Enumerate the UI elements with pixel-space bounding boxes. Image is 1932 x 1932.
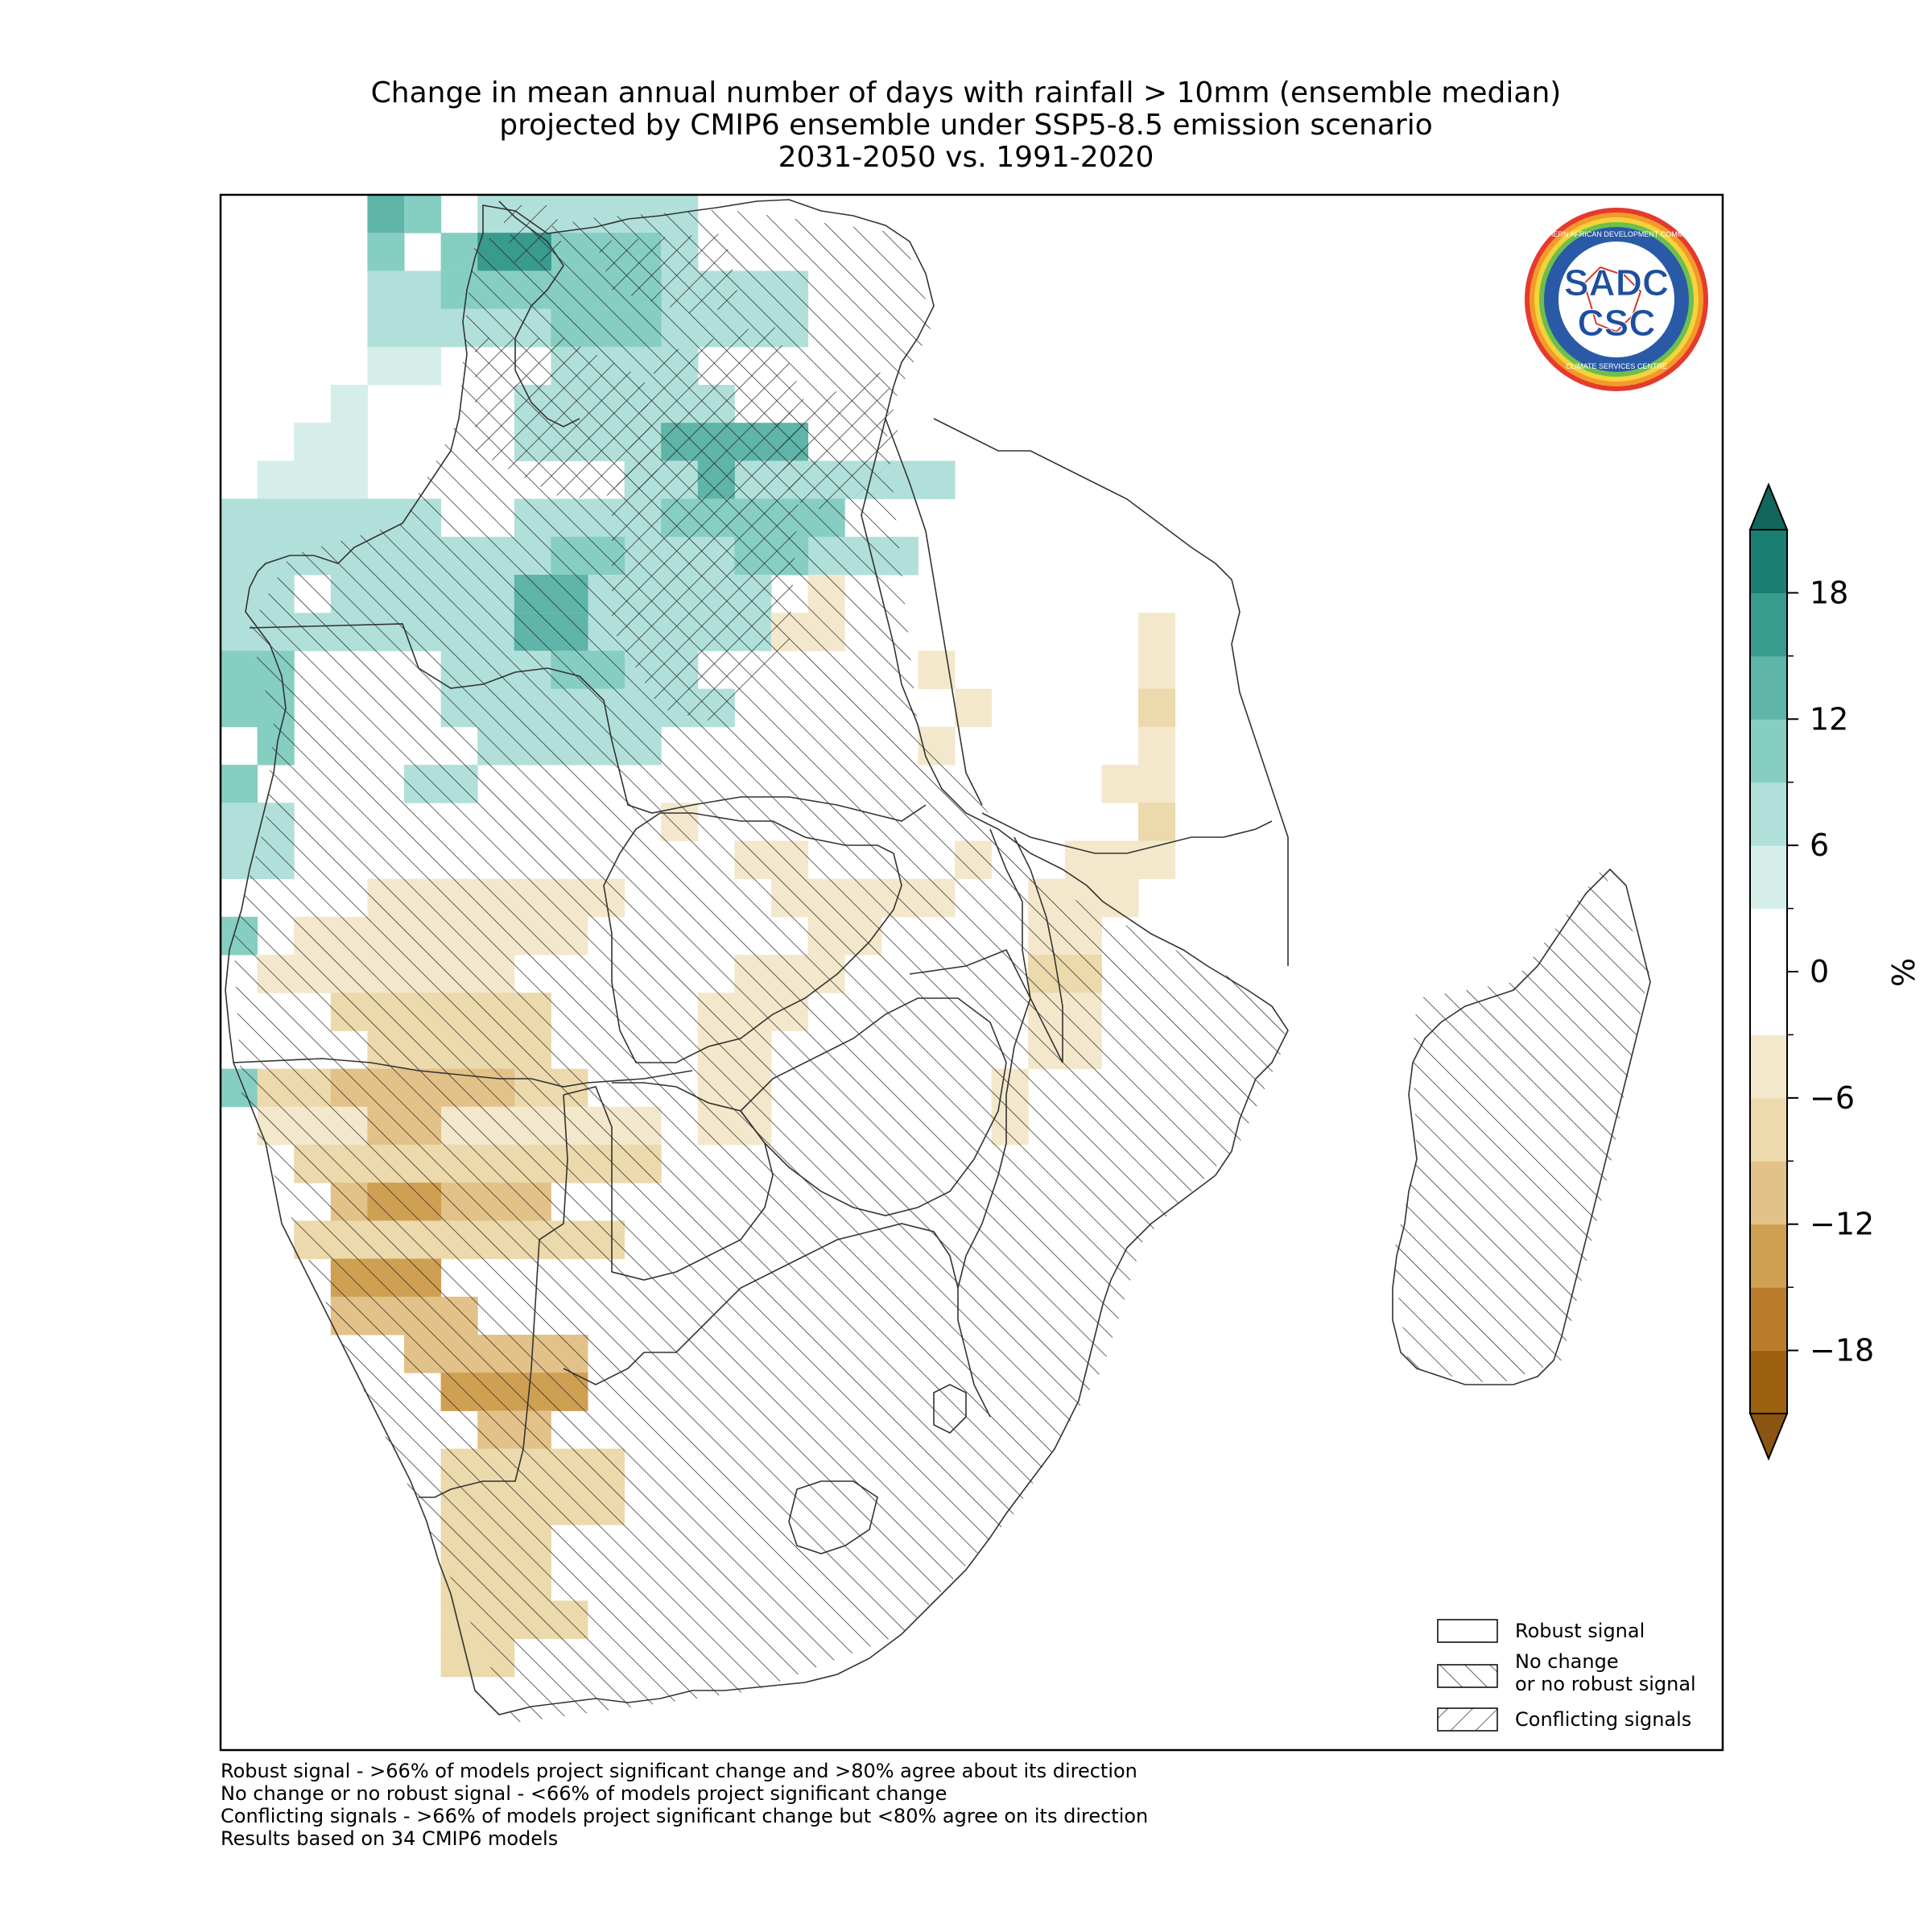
- map-cell: [257, 460, 368, 500]
- map-cell: [1138, 688, 1176, 728]
- logo-mark-top: SADC: [1564, 262, 1669, 303]
- colorbar-segment: [1750, 1034, 1787, 1099]
- border-drc-north: [498, 200, 580, 427]
- logo-ring-text-bottom: CLIMATE SERVICES CENTRE: [1566, 362, 1667, 370]
- colorbar-segment: [1750, 655, 1787, 720]
- map-cell: [1101, 765, 1176, 803]
- country-borders: [225, 199, 1651, 1715]
- map-cell: [294, 423, 368, 461]
- colorbar-tick-label: −18: [1810, 1333, 1874, 1368]
- colorbar-segment: [1750, 845, 1787, 910]
- colorbar-tick-label: 12: [1810, 701, 1848, 737]
- border-namibia-south-africa: [419, 1094, 568, 1498]
- legend-swatch-conflicting: [1437, 1707, 1498, 1732]
- map-cell: [1138, 650, 1176, 690]
- footnote-nochange: No change or no robust signal - <66% of …: [221, 1782, 947, 1805]
- colorbar-segment: [1750, 1224, 1787, 1288]
- map-cell: [404, 195, 442, 233]
- border-zimbabwe: [739, 997, 1007, 1216]
- logo-mark-bottom: CSC: [1577, 302, 1655, 344]
- colorbar-tick-label: 18: [1810, 575, 1848, 610]
- border-tanzania-mozambique: [981, 812, 1273, 854]
- legend-label-robust: Robust signal: [1515, 1620, 1645, 1642]
- border-tanzania-coast: [933, 418, 1289, 966]
- legend-swatch-robust: [1437, 1619, 1498, 1643]
- title-line-1: Change in mean annual number of days wit…: [370, 76, 1562, 109]
- legend-label-nochange-1: No change: [1515, 1650, 1619, 1673]
- colorbar-segment: [1750, 1287, 1787, 1352]
- border-malawi: [989, 828, 1063, 1063]
- colorbar-unit-label: %: [1886, 958, 1922, 987]
- colorbar-segment: [1750, 530, 1787, 593]
- border-botswana: [563, 1082, 774, 1281]
- colorbar-segment: [1750, 1097, 1787, 1162]
- colorbar-tick-label: −12: [1810, 1207, 1874, 1242]
- footnotes: Robust signal - >66% of models project s…: [221, 1760, 1148, 1850]
- colorbar-tick-label: 6: [1810, 828, 1829, 863]
- colorbar: 18 12 6 0 −6 −12 −18: [1748, 482, 1874, 1461]
- colorbar-segment: [1750, 592, 1787, 657]
- hatch-conflicting-signals: [596, 233, 741, 314]
- colorbar-segment: [1750, 1161, 1787, 1225]
- map-cell: [330, 385, 368, 423]
- hatch-conflicting-signals: [612, 322, 805, 724]
- footnote-conflicting: Conflicting signals - >66% of models pro…: [221, 1805, 1149, 1827]
- map-cell: [918, 650, 956, 690]
- chart-title: Change in mean annual number of days wit…: [0, 77, 1932, 174]
- border-lesotho: [788, 1480, 878, 1554]
- hatch-no-robust-signal: [1393, 869, 1650, 1385]
- map-cell: [367, 195, 405, 233]
- colorbar-segment: [1750, 1350, 1787, 1414]
- colorbar-segment: [1750, 782, 1787, 846]
- map-cell: [1138, 613, 1176, 651]
- mainland-coastline: [225, 199, 1289, 1715]
- colorbar-segment: [1750, 908, 1787, 972]
- map-cell: [367, 233, 405, 271]
- sadc-csc-logo: SADC CSC SOUTHERN AFRICAN DEVELOPMENT CO…: [1525, 208, 1708, 391]
- hatch-conflicting-signals: [499, 205, 564, 266]
- colorbar-tick-label: 0: [1810, 954, 1829, 989]
- hatch-conflicting-signals: [475, 338, 660, 499]
- map-frame: [219, 193, 1724, 1752]
- footnote-robust: Robust signal - >66% of models project s…: [221, 1760, 1137, 1782]
- border-eswatini: [933, 1384, 967, 1434]
- border-mozambique-zimbabwe: [909, 948, 1031, 1289]
- hatch-legend: Robust signal No change or no robust sig…: [1437, 1619, 1696, 1732]
- border-south-africa-north: [563, 1223, 991, 1418]
- border-angola-drc: [249, 623, 927, 822]
- colorbar-extend-low: [1748, 1413, 1789, 1461]
- hatch-no-robust-signal: [233, 209, 1288, 1723]
- map-cell: [1138, 803, 1176, 841]
- title-line-2: projected by CMIP6 ensemble under SSP5-8…: [499, 109, 1433, 142]
- legend-label-nochange-2: or no robust signal: [1515, 1673, 1696, 1695]
- footnote-models: Results based on 34 CMIP6 models: [221, 1827, 559, 1850]
- border-angola-namibia: [233, 1058, 693, 1088]
- title-line-3: 2031-2050 vs. 1991-2020: [778, 141, 1154, 174]
- colorbar-segment: [1750, 719, 1787, 783]
- map-cell: [221, 765, 258, 803]
- map-cell: [955, 688, 993, 728]
- hatch-conflicting-signals: [773, 370, 902, 515]
- map-cell: [1138, 726, 1176, 766]
- colorbar-extend-high: [1748, 482, 1789, 530]
- border-drc-tanzania: [885, 418, 983, 806]
- map-cell: [367, 346, 442, 386]
- border-zambia: [603, 812, 902, 1063]
- hatching-layer: [233, 205, 1650, 1723]
- logo-ring-text: SOUTHERN AFRICAN DEVELOPMENT COMMUNITY: [1528, 230, 1705, 238]
- madagascar-coastline: [1392, 868, 1651, 1385]
- colorbar-segment: [1750, 972, 1787, 1035]
- colorbar-tick-label: −6: [1810, 1080, 1855, 1116]
- legend-swatch-nochange: [1437, 1664, 1498, 1688]
- legend-label-conflicting: Conflicting signals: [1515, 1708, 1691, 1731]
- map-cell: [1064, 840, 1176, 880]
